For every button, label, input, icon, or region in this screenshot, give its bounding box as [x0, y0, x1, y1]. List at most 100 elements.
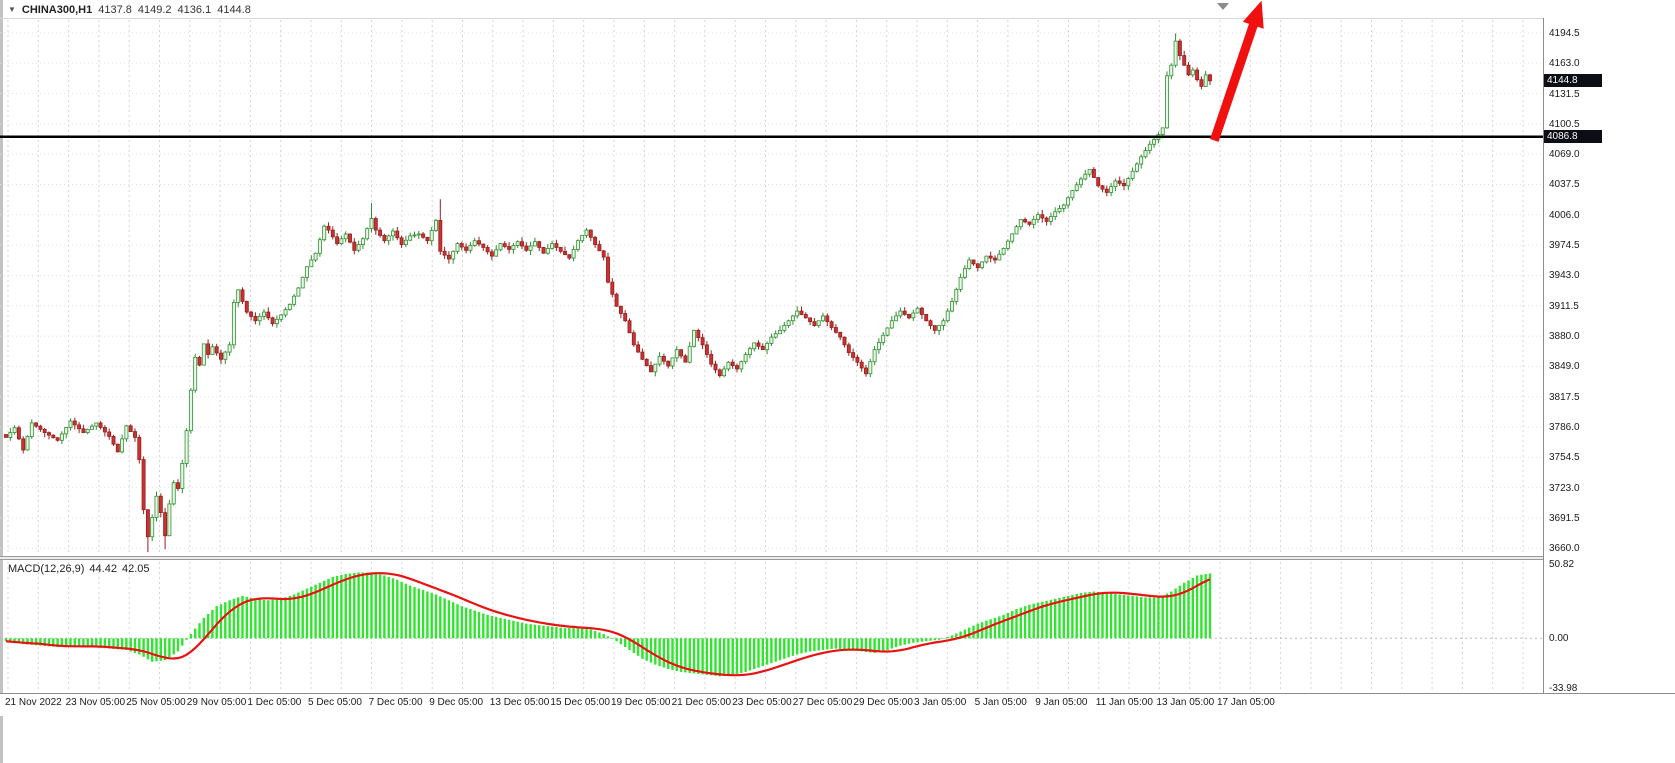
macd-histogram-bar: [882, 638, 885, 651]
candlestick: [700, 333, 705, 350]
ohlc-open-value: 4137.8: [98, 4, 132, 16]
macd-histogram-bar: [452, 602, 455, 639]
candlestick: [606, 252, 610, 284]
candlestick: [1195, 67, 1200, 82]
candlestick: [21, 436, 26, 454]
macd-histogram-bar: [456, 604, 459, 639]
candlestick: [158, 493, 163, 518]
macd-histogram-bar: [675, 638, 678, 671]
candlestick: [1057, 204, 1062, 214]
candlestick: [765, 341, 770, 355]
candlestick: [201, 343, 206, 366]
time-axis[interactable]: [0, 693, 1675, 716]
macd-histogram-bar: [563, 628, 567, 639]
macd-histogram-bar: [847, 638, 850, 651]
macd-histogram-bar: [877, 638, 881, 652]
macd-histogram-bar: [576, 628, 580, 639]
candlestick: [885, 327, 890, 337]
pane-divider[interactable]: [0, 556, 1675, 560]
macd-histogram-bar: [13, 638, 16, 643]
candlestick: [373, 216, 378, 235]
candlestick: [1040, 209, 1045, 223]
candlestick: [1173, 33, 1178, 68]
symbol-dropdown-icon[interactable]: ▼: [8, 5, 16, 14]
candlestick: [937, 325, 942, 336]
macd-histogram-bar: [198, 623, 201, 639]
candlestick: [717, 368, 722, 378]
macd-histogram-bar: [783, 638, 786, 659]
candlestick: [137, 434, 142, 464]
candlestick: [98, 421, 103, 430]
window-border: [0, 0, 3, 763]
candlestick: [967, 257, 972, 270]
candlestick: [47, 431, 51, 440]
macd-histogram-bar: [839, 638, 842, 650]
price-axis-label: 3943.0: [1549, 270, 1580, 282]
candlestick: [438, 199, 443, 255]
macd-histogram-bar: [684, 638, 687, 673]
candlestick: [1018, 219, 1023, 230]
candlestick: [657, 351, 662, 367]
macd-histogram-bar: [894, 638, 898, 648]
candlestick: [1036, 212, 1040, 223]
macd-histogram-bar: [280, 598, 283, 639]
macd-histogram-bar: [710, 638, 713, 676]
price-axis-label: 4100.5: [1549, 118, 1580, 130]
candlestick: [623, 310, 628, 322]
macd-histogram-bar: [748, 638, 752, 671]
macd-histogram-bar: [138, 638, 141, 655]
candlestick: [614, 292, 619, 307]
candlestick: [524, 242, 529, 252]
macd-histogram-bar: [120, 638, 124, 650]
macd-histogram-bar: [606, 636, 610, 639]
candlestick: [111, 434, 116, 446]
candlestick: [335, 232, 340, 246]
macd-histogram-bar: [1127, 595, 1130, 639]
macd-histogram-bar: [503, 618, 506, 639]
candlestick: [498, 243, 503, 252]
macd-histogram-bar: [916, 638, 919, 643]
macd-axis-label: 0.00: [1549, 633, 1569, 645]
macd-histogram-bar: [796, 638, 799, 655]
candlestick: [1027, 221, 1032, 227]
macd-histogram-bar: [185, 638, 188, 640]
candlestick: [223, 350, 228, 365]
macd-histogram-bar: [443, 598, 446, 639]
macd-histogram-bar: [817, 638, 820, 651]
candlestick: [1079, 176, 1083, 188]
macd-histogram-bar: [950, 635, 954, 639]
macd-histogram-bar: [460, 606, 463, 639]
candlestick: [859, 359, 864, 372]
macd-histogram-bar: [800, 638, 803, 654]
macd-histogram-bar: [585, 629, 588, 639]
macd-histogram-bar: [439, 596, 442, 639]
macd-histogram-bar: [619, 638, 623, 645]
macd-histogram-bar: [56, 638, 59, 648]
price-axis-label: 3880.0: [1549, 331, 1580, 343]
candlestick: [928, 319, 933, 330]
macd-histogram-bar: [1032, 603, 1035, 639]
macd-histogram-bar: [116, 638, 119, 650]
macd-histogram-bar: [4, 638, 8, 642]
candlestick: [1048, 212, 1053, 226]
candlestick: [124, 424, 129, 442]
chart-header: ▼ CHINA300,H1 4137.8 4149.2 4136.1 4144.…: [8, 3, 251, 17]
macd-histogram-bar: [387, 576, 390, 639]
macd-indicator-pane[interactable]: [0, 560, 1543, 693]
macd-histogram-bar: [65, 638, 68, 647]
macd-histogram-bar: [391, 578, 395, 639]
macd-histogram-bar: [1170, 591, 1173, 639]
macd-histogram-bar: [744, 638, 747, 672]
candlestick: [554, 239, 559, 251]
price-chart-pane[interactable]: [0, 18, 1543, 556]
macd-histogram-bar: [662, 638, 666, 668]
macd-histogram-bar: [1062, 596, 1065, 639]
macd-histogram-bar: [327, 578, 330, 639]
candlestick: [378, 227, 383, 238]
macd-histogram-bar: [361, 572, 365, 639]
price-axis-label: 4006.0: [1549, 209, 1580, 221]
candlestick: [219, 349, 223, 365]
macd-histogram-bar: [959, 631, 962, 639]
candlestick: [597, 240, 602, 252]
chart-shift-marker-icon[interactable]: [1217, 3, 1229, 10]
